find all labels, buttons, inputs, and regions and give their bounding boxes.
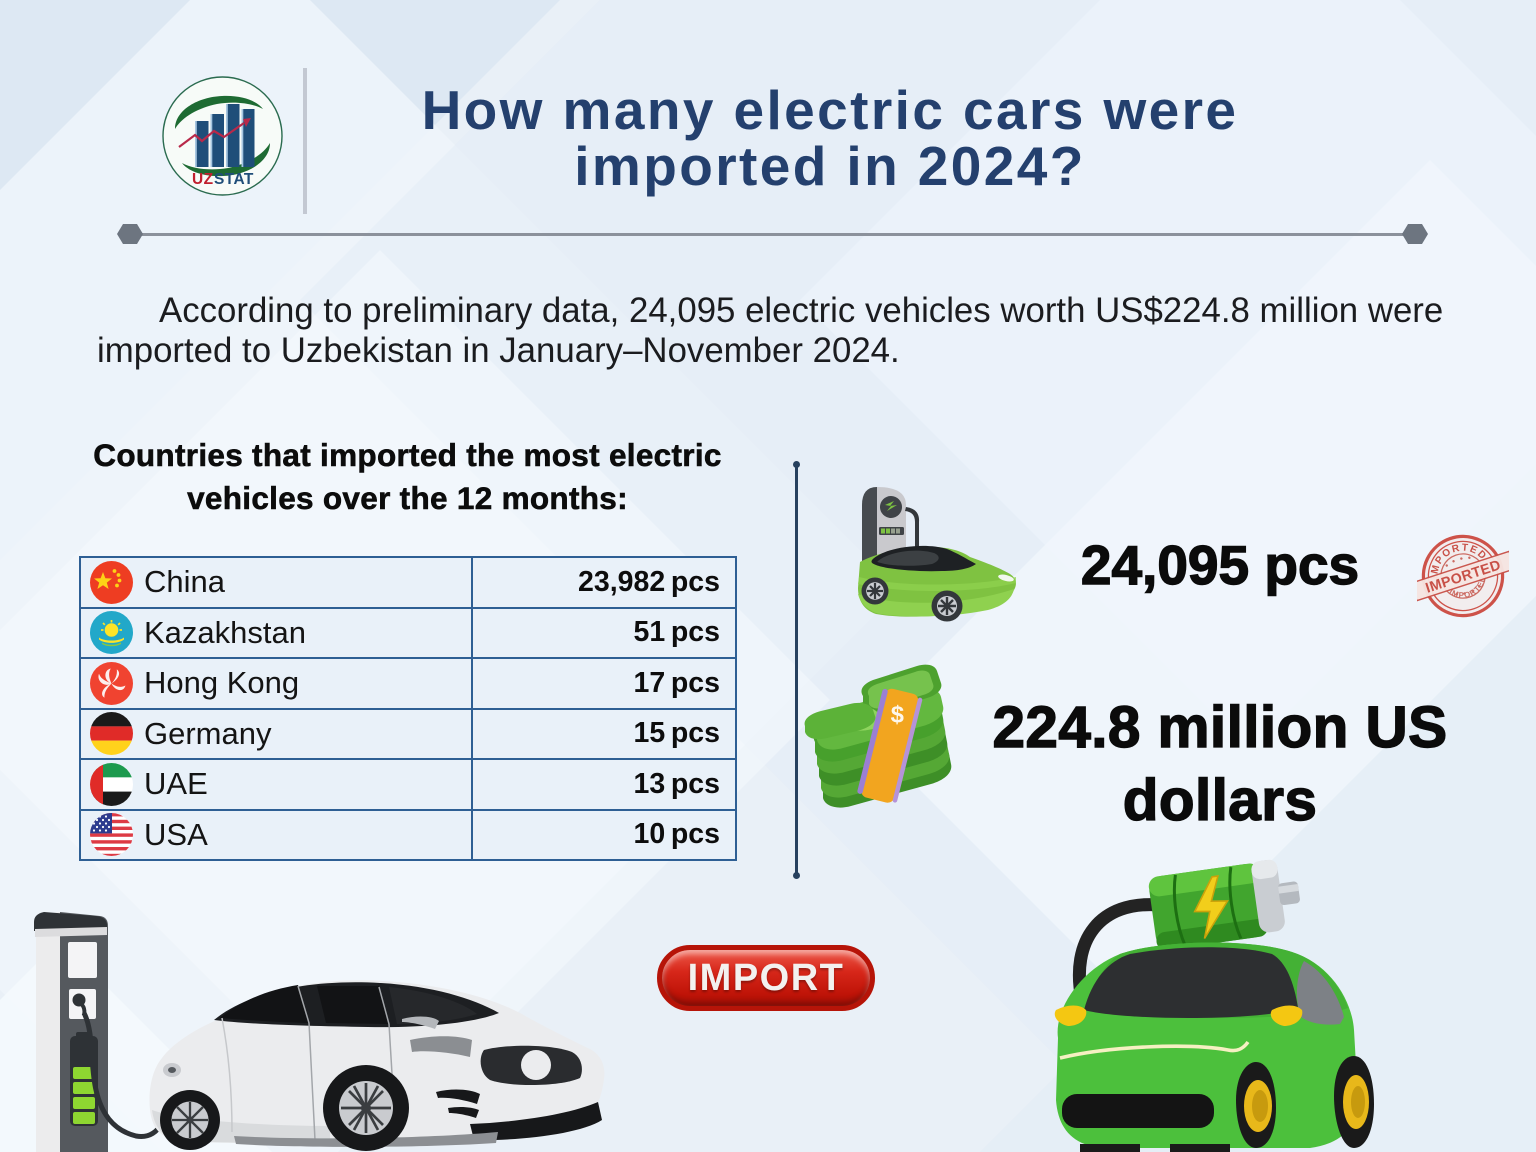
svg-text:$: $ bbox=[890, 701, 905, 728]
svg-text:UZ: UZ bbox=[192, 171, 214, 188]
svg-text:STAT: STAT bbox=[214, 171, 254, 188]
